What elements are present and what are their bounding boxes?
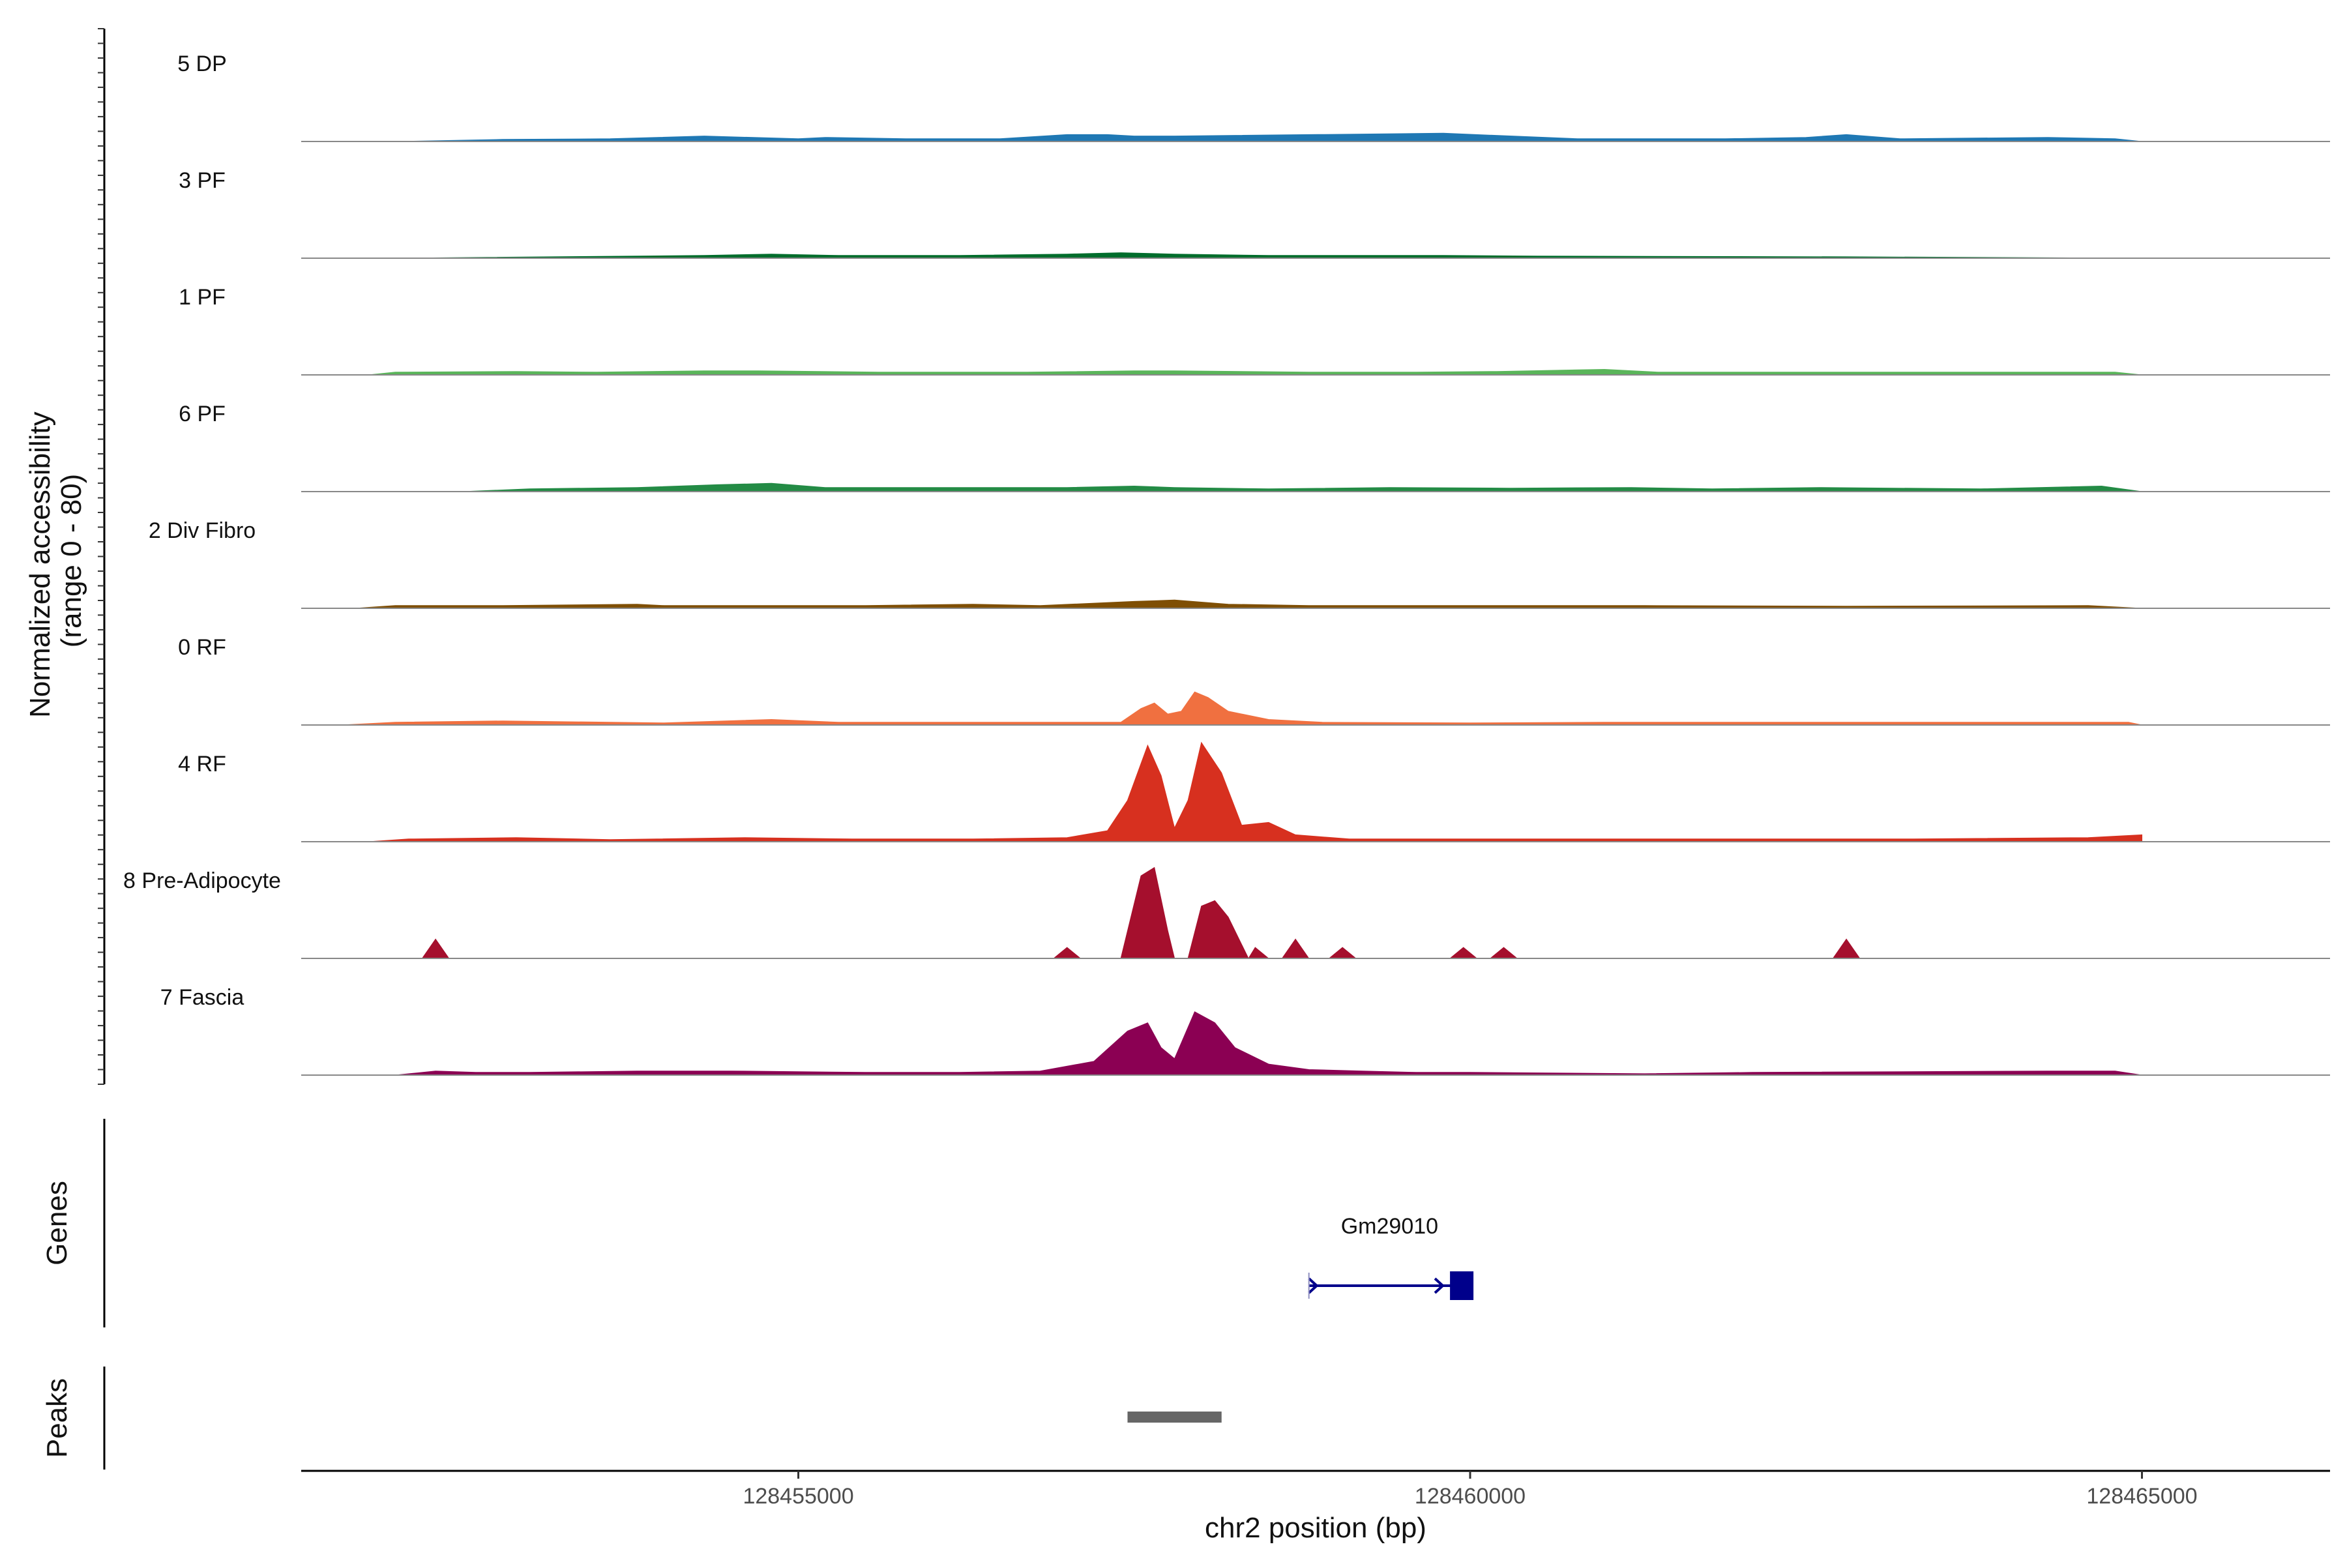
gene-exon bbox=[1450, 1271, 1474, 1300]
genes-track: Gm29010 bbox=[1308, 1214, 1474, 1300]
track-label-0-rf: 0 RF bbox=[178, 635, 226, 660]
track-6-pf: 6 PF bbox=[179, 402, 2330, 492]
track-label-2-div-fibro: 2 Div Fibro bbox=[149, 518, 256, 543]
gene-name-label: Gm29010 bbox=[1341, 1214, 1438, 1239]
coverage-area-0-rf bbox=[341, 691, 2142, 726]
coverage-area-1-pf bbox=[368, 368, 2142, 376]
track-label-1-pf: 1 PF bbox=[179, 285, 226, 310]
coverage-tracks: 5 DP 3 PF 1 PF 6 PF 2 Div Fibro 0 RF 4 RF 8 Pre… bbox=[123, 52, 2330, 1076]
track-label-6-pf: 6 PF bbox=[179, 402, 226, 426]
track-label-7-fascia: 7 Fascia bbox=[160, 985, 244, 1010]
track-4-rf: 4 RF bbox=[178, 741, 2330, 842]
strand-arrow bbox=[1308, 1277, 1319, 1294]
track-label-4-rf: 4 RF bbox=[178, 752, 226, 777]
coverage-area-4-rf bbox=[368, 741, 2142, 842]
track-5-dp: 5 DP bbox=[177, 52, 2330, 142]
strand-arrow bbox=[1434, 1277, 1445, 1294]
track-label-8-pre-adipocyte: 8 Pre-Adipocyte bbox=[123, 868, 281, 893]
coverage-area-7-fascia bbox=[395, 1011, 2142, 1076]
x-axis-ticks: 128455000 128460000 128465000 bbox=[743, 1471, 2198, 1509]
coverage-y-axis-title: Normalized accessibility (range 0 - 80) bbox=[24, 404, 87, 718]
track-8-pre-adipocyte: 8 Pre-Adipocyte bbox=[123, 866, 2330, 960]
coverage-y-axis-title-line1: Normalized accessibility bbox=[24, 411, 56, 717]
track-0-rf: 0 RF bbox=[178, 635, 2330, 726]
track-7-fascia: 7 Fascia bbox=[160, 985, 2330, 1076]
peaks-panel-title: Peaks bbox=[41, 1378, 73, 1458]
x-tick-label: 128460000 bbox=[1415, 1484, 1526, 1509]
track-2-div-fibro: 2 Div Fibro bbox=[149, 518, 2330, 609]
coverage-area-6-pf bbox=[462, 482, 2142, 492]
track-3-pf: 3 PF bbox=[179, 168, 2330, 259]
track-label-3-pf: 3 PF bbox=[179, 168, 226, 193]
coverage-area-5-dp bbox=[395, 132, 2142, 142]
coverage-y-axis bbox=[98, 28, 106, 1085]
genes-panel-title: Genes bbox=[41, 1181, 73, 1265]
coverage-area-3-pf bbox=[395, 252, 2142, 259]
coverage-y-axis-title-line2: (range 0 - 80) bbox=[55, 474, 87, 648]
peaks-track bbox=[1127, 1412, 1222, 1423]
track-1-pf: 1 PF bbox=[179, 285, 2330, 376]
peak-region bbox=[1127, 1412, 1222, 1423]
track-label-5-dp: 5 DP bbox=[177, 52, 227, 76]
gene-gm29010: Gm29010 bbox=[1308, 1214, 1474, 1300]
x-tick-label: 128465000 bbox=[2086, 1484, 2197, 1509]
coverage-area-2-div-fibro bbox=[355, 599, 2142, 609]
x-axis-title: chr2 position (bp) bbox=[1205, 1512, 1426, 1544]
x-tick-label: 128455000 bbox=[743, 1484, 853, 1509]
